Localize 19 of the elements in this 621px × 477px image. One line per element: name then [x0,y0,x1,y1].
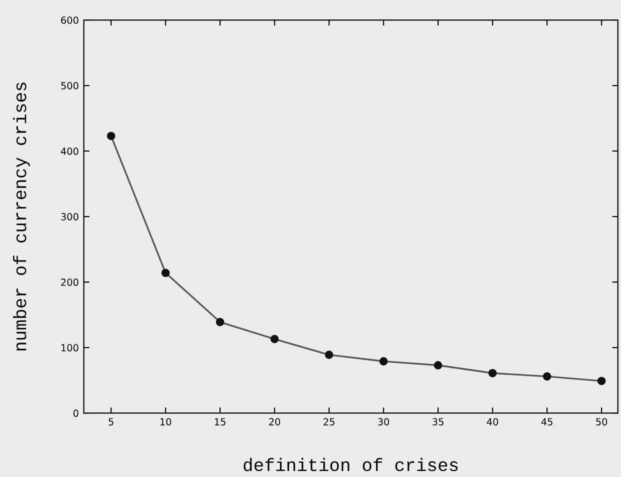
x-tick-label: 25 [324,418,334,426]
x-tick-label: 45 [541,418,552,426]
x-tick-label: 40 [486,418,498,426]
x-tick-label: 50 [596,418,608,426]
y-axis-title: number of currency crises [13,82,30,350]
x-axis-title: definition of crises [244,458,458,472]
x-tick-label: 5 [108,418,114,426]
x-tick-label: 35 [432,418,444,426]
y-tick-label: 300 [61,213,78,220]
x-tick-label: 30 [378,418,390,426]
y-tick-label: 600 [61,16,78,24]
y-tick-label: 200 [61,278,78,286]
x-tick-label: 20 [269,418,280,426]
x-tick-label: 10 [160,418,172,426]
y-tick-label: 500 [61,82,78,90]
x-tick-label: 15 [214,418,226,426]
y-tick-label: 100 [61,344,78,352]
y-tick-label: 0 [73,410,78,417]
y-tick-label: 400 [60,148,78,155]
